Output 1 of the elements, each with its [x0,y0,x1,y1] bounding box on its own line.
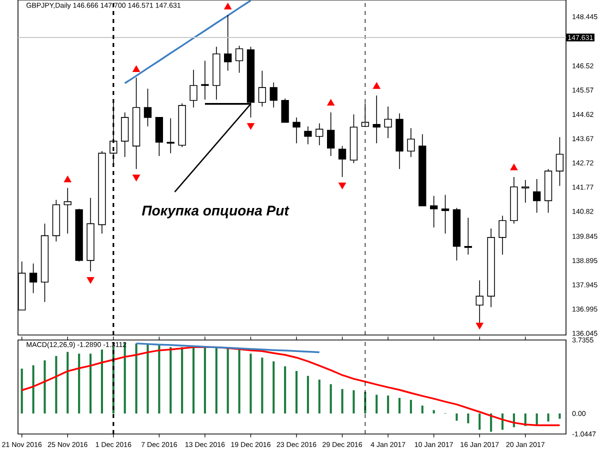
annotation: Покупка опциона Put [142,206,290,218]
